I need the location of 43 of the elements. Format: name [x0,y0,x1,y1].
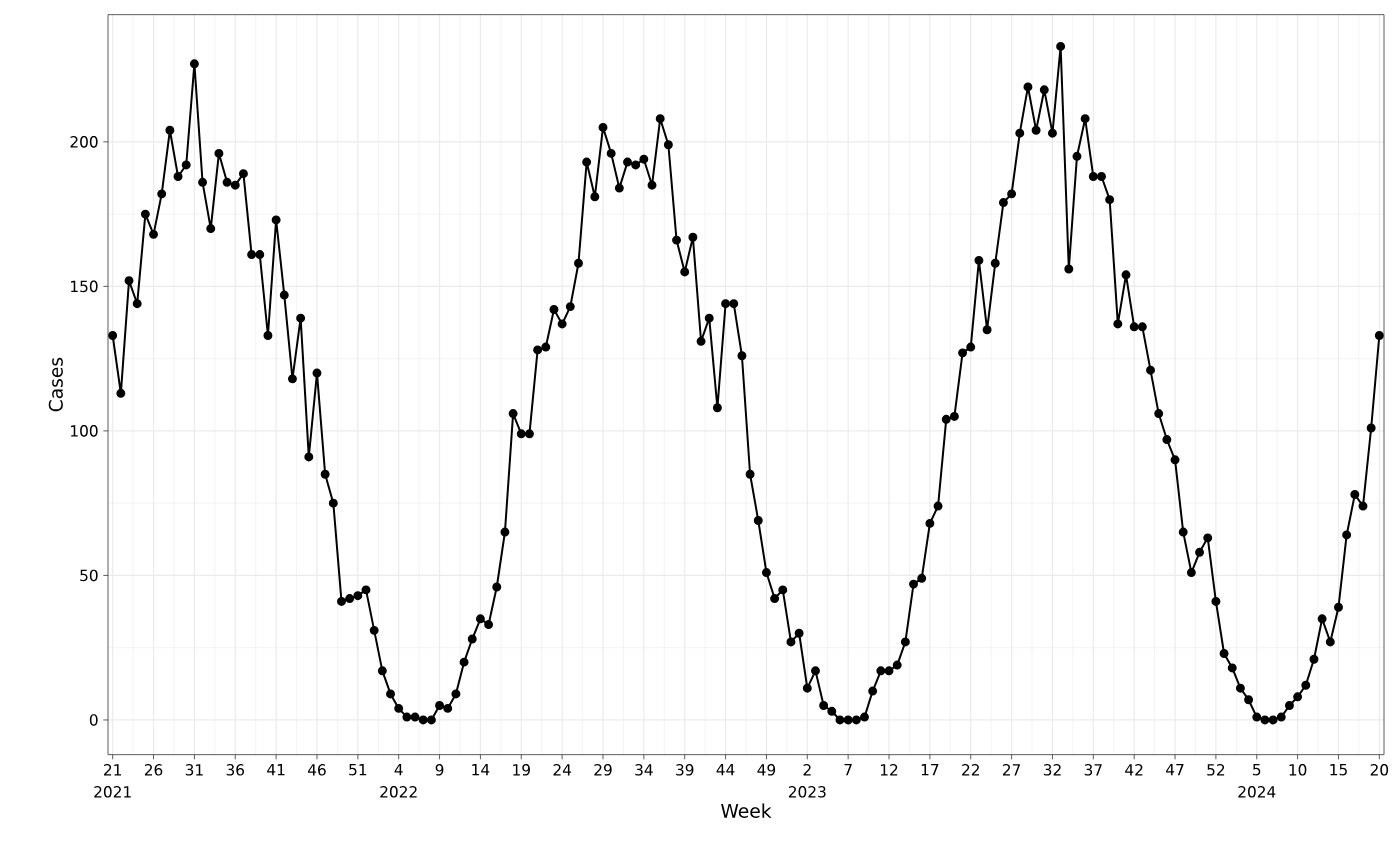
x-tick-label: 5 [1253,764,1261,776]
x-tick-label: 41 [267,764,285,776]
x-tick-label: 15 [1330,764,1347,776]
x-tick-label: 7 [844,764,852,776]
x-tick-label: 20 [1370,764,1389,776]
x-tick-label: 42 [1125,764,1143,776]
x-tick-label: 34 [635,764,653,776]
y-tick-label: 50 [80,569,98,582]
x-tick-label: 44 [716,764,735,776]
x-tick-label: 37 [1084,764,1102,776]
y-tick-label: 200 [70,136,98,148]
x-tick-label: 4 [394,764,403,776]
x-tick-label: 12 [880,764,898,776]
x-tick-label: 19 [513,764,530,776]
x-tick-label: 52 [1207,764,1225,776]
x-tick-label: 10 [1289,764,1307,776]
y-axis-title: Cases [48,357,63,412]
x-tick-label: 49 [757,764,776,776]
y-tick-label: 0 [89,714,98,726]
x-tick-label: 29 [594,764,612,776]
x-axis-title: Week [721,803,772,818]
text: 2022 [380,786,417,798]
x-tick-label: 26 [144,764,163,776]
x-tick-label: 32 [1043,764,1061,776]
x-tick-label: 17 [921,764,939,776]
x-tick-label: 9 [435,764,444,776]
x-tick-label: 51 [349,764,367,776]
x-tick-label: 47 [1166,764,1184,776]
y-tick-label: 150 [71,280,98,293]
x-tick-label: 39 [676,764,694,776]
x-tick-label: 14 [472,764,490,776]
text: 2023 [788,786,826,798]
x-tick-label: 24 [553,764,572,776]
x-tick-label: 27 [1002,764,1021,776]
x-tick-label: 36 [226,764,245,776]
text: 2021 [94,786,131,798]
y-tick-label: 100 [71,425,98,437]
x-tick-label: 46 [307,764,326,776]
x-tick-label: 22 [962,764,979,776]
x-tick-label: 2 [803,764,811,776]
text: 2024 [1238,786,1276,798]
x-tick-label: 31 [185,764,203,776]
x-tick-label: 21 [104,764,122,776]
